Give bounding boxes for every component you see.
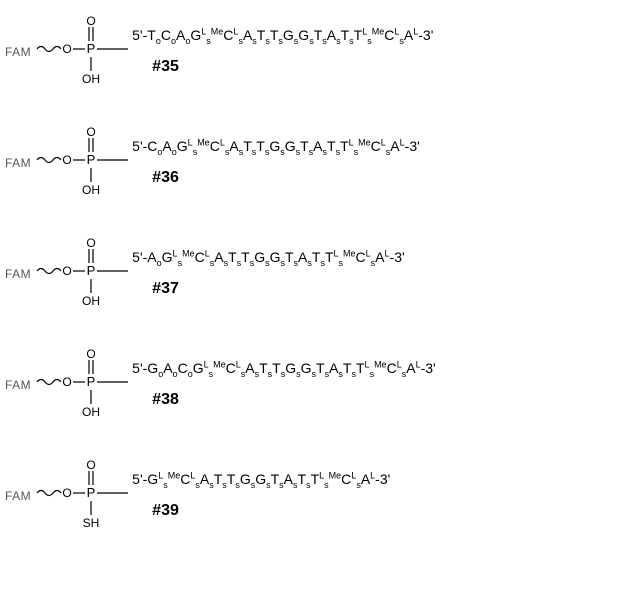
phosphate-icon: O P O OH (33, 10, 128, 93)
svg-text:O: O (87, 14, 96, 28)
fam-label: FAM (5, 378, 31, 392)
compound-id: #39 (152, 502, 390, 520)
fam-label: FAM (5, 489, 31, 503)
compound-id: #35 (152, 58, 433, 76)
sequence-block: 5'-CoAoGLsMeCLsAsTsTsGsGsTsAsTsTLsMeCLsA… (132, 138, 420, 187)
oligo-sequence: 5'-GoAoCoGLsMeCLsAsTsTsGsGsTsAsTsTLsMeCL… (132, 360, 436, 377)
svg-text:OH: OH (82, 405, 100, 419)
svg-text:P: P (87, 152, 96, 167)
svg-text:O: O (87, 458, 96, 472)
compound-entry: FAM O P O OH 5'-ToCoAoGLsMeCLsAsTsTsGsGs… (5, 10, 635, 93)
sequence-block: 5'-GoAoCoGLsMeCLsAsTsTsGsGsTsAsTsTLsMeCL… (132, 360, 436, 409)
compound-id: #37 (152, 280, 404, 298)
sequence-block: 5'-AoGLsMeCLsAsTsTsGsGsTsAsTsTLsMeCLsAL-… (132, 249, 404, 298)
svg-text:O: O (87, 125, 96, 139)
compound-entry: FAM O P O OH 5'-CoAoGLsMeCLsAsTsTsGsGsTs… (5, 121, 635, 204)
oligo-sequence: 5'-AoGLsMeCLsAsTsTsGsGsTsAsTsTLsMeCLsAL-… (132, 249, 404, 266)
svg-text:O: O (63, 486, 72, 500)
phosphate-icon: O P O OH (33, 343, 128, 426)
svg-text:O: O (87, 347, 96, 361)
compound-entry: FAM O P O OH 5'-AoGLsMeCLsAsTsTsGsGsTsAs… (5, 232, 635, 315)
svg-text:P: P (87, 41, 96, 56)
fam-label: FAM (5, 156, 31, 170)
phosphate-icon: O P O SH (33, 454, 128, 537)
oligo-sequence: 5'-CoAoGLsMeCLsAsTsTsGsGsTsAsTsTLsMeCLsA… (132, 138, 420, 155)
svg-text:P: P (87, 263, 96, 278)
oligo-sequence: 5'-GLsMeCLsAsTsTsGsGsTsAsTsTLsMeCLsAL-3' (132, 471, 390, 488)
svg-text:P: P (87, 485, 96, 500)
svg-text:OH: OH (82, 294, 100, 308)
svg-text:O: O (63, 375, 72, 389)
phosphate-icon: O P O OH (33, 232, 128, 315)
sequence-block: 5'-ToCoAoGLsMeCLsAsTsTsGsGsTsAsTsTLsMeCL… (132, 27, 433, 76)
svg-text:O: O (87, 236, 96, 250)
compound-entry: FAM O P O OH 5'-GoAoCoGLsMeCLsAsTsTsGsGs… (5, 343, 635, 426)
phosphate-icon: O P O OH (33, 121, 128, 204)
svg-text:P: P (87, 374, 96, 389)
sequence-block: 5'-GLsMeCLsAsTsTsGsGsTsAsTsTLsMeCLsAL-3'… (132, 471, 390, 520)
compound-id: #38 (152, 391, 436, 409)
svg-text:O: O (63, 264, 72, 278)
svg-text:SH: SH (83, 516, 100, 530)
svg-text:O: O (63, 42, 72, 56)
svg-text:OH: OH (82, 72, 100, 86)
fam-label: FAM (5, 45, 31, 59)
oligo-sequence: 5'-ToCoAoGLsMeCLsAsTsTsGsGsTsAsTsTLsMeCL… (132, 27, 433, 44)
compound-entry: FAM O P O SH 5'-GLsMeCLsAsTsTsGsGsTsAsTs… (5, 454, 635, 537)
svg-text:OH: OH (82, 183, 100, 197)
compound-id: #36 (152, 169, 420, 187)
fam-label: FAM (5, 267, 31, 281)
svg-text:O: O (63, 153, 72, 167)
